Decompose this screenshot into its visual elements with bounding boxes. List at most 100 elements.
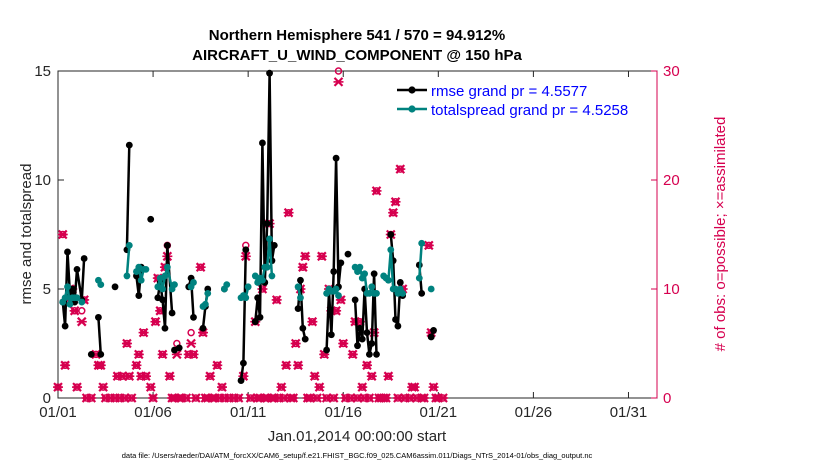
rmse-point <box>159 296 166 304</box>
obs-possible-marker <box>434 394 443 402</box>
obs-possible-marker <box>213 361 222 370</box>
rmse-point <box>323 346 330 354</box>
obs-assimilated-marker <box>76 316 87 327</box>
legend-rmse-marker <box>408 86 416 94</box>
y-tick-label-right: 10 <box>663 281 680 298</box>
rmse-point <box>64 248 71 256</box>
obs-possible-marker <box>377 394 386 402</box>
obs-possible-marker <box>363 361 371 370</box>
obs-possible-marker <box>360 394 369 402</box>
rmse-point <box>337 259 345 267</box>
totalspread-point <box>259 276 266 284</box>
obs-possible-marker <box>158 350 167 359</box>
totalspread-point <box>385 276 392 284</box>
totalspread-point <box>125 242 133 249</box>
totalspread-point <box>268 272 276 280</box>
obs-possible-marker <box>113 372 122 380</box>
rmse-point <box>251 318 259 326</box>
rmse-point <box>190 313 197 321</box>
obs-possible-marker <box>346 394 355 402</box>
totalspread-point <box>266 235 273 243</box>
totalspread-point <box>163 263 171 271</box>
rmse-point <box>356 324 364 332</box>
rmse-point <box>294 305 302 313</box>
obs-possible-marker <box>151 317 160 326</box>
rmse-point <box>80 255 88 262</box>
y-axis-label-right: # of obs: o=possible; ×=assimilated <box>712 117 729 352</box>
obs-possible-marker <box>406 394 414 402</box>
rmse-point <box>392 316 399 323</box>
rmse-point <box>387 231 395 238</box>
totalspread-point <box>171 281 178 289</box>
totalspread-point <box>64 283 71 291</box>
obs-possible-marker <box>339 339 347 348</box>
rmse-point <box>266 69 273 77</box>
obs-possible-marker <box>253 394 262 402</box>
obs-possible-marker <box>73 383 81 391</box>
legend-rmse-label: rmse grand pr = 4.5577 <box>431 83 587 100</box>
rmse-line <box>325 156 343 351</box>
obs-possible-marker <box>394 394 402 402</box>
rmse-point <box>365 351 373 358</box>
rmse-point <box>396 279 404 286</box>
obs-possible-marker <box>116 394 124 402</box>
rmse-point <box>240 359 247 367</box>
rmse-line <box>97 317 103 355</box>
obs-possible-marker <box>204 394 212 402</box>
obs-possible-marker <box>99 383 107 391</box>
rmse-point <box>256 313 264 321</box>
obs-possible-marker <box>384 372 393 380</box>
rmse-point <box>147 215 155 223</box>
obs-possible-marker <box>306 394 314 402</box>
rmse-point <box>259 139 266 147</box>
obs-possible-marker <box>425 241 433 250</box>
obs-possible-marker <box>389 208 397 217</box>
obs-possible-marker <box>408 383 416 391</box>
totalspread-point <box>242 294 250 302</box>
y-tick-label-left: 15 <box>34 63 51 80</box>
obs-possible-marker <box>365 394 374 402</box>
rmse-point <box>373 351 380 358</box>
totalspread-point <box>361 270 369 278</box>
rmse-point <box>363 329 371 336</box>
totalspread-line <box>418 243 423 279</box>
obs-possible-marker <box>125 372 134 380</box>
obs-possible-marker <box>196 263 205 271</box>
legend-spread-label: totalspread grand pr = 4.5258 <box>431 102 628 119</box>
obs-possible-marker <box>106 394 115 402</box>
obs-possible-marker <box>192 394 200 402</box>
legend: rmse grand pr = 4.5577 totalspread grand… <box>392 78 650 120</box>
obs-possible-marker <box>82 394 91 402</box>
y-tick-label-right: 30 <box>663 63 680 80</box>
obs-possible-marker <box>272 296 281 304</box>
totalspread-point <box>418 239 426 247</box>
obs-possible-marker <box>270 394 279 402</box>
obs-possible-marker <box>70 307 79 315</box>
rmse-point <box>199 324 207 332</box>
obs-possible-marker <box>353 394 362 402</box>
obs-possible-marker <box>59 230 67 239</box>
rmse-point <box>394 322 402 330</box>
rmse-point <box>254 294 262 302</box>
obs-possible-marker <box>429 383 438 391</box>
obs-possible-marker <box>291 339 300 348</box>
obs-possible-marker <box>97 361 105 370</box>
obs-possible-marker <box>211 394 219 402</box>
obs-possible-marker <box>372 187 381 195</box>
obs-possible-marker <box>118 372 126 380</box>
y-tick-label-right: 20 <box>663 172 680 189</box>
x-axis-label: Jan.01,2014 00:00:00 start <box>268 428 447 445</box>
x-tick-label: 01/26 <box>515 404 553 421</box>
obs-possible-marker <box>234 394 243 402</box>
obs-possible-marker <box>263 394 271 402</box>
obs-possible-marker <box>132 361 141 370</box>
x-tick-label: 01/11 <box>230 404 266 421</box>
axes-layer: 01/01 01/06 01/11 01/16 01/21 01/26 01/31 0 5 10 1… <box>34 63 679 421</box>
legend-spread-marker <box>408 105 416 113</box>
totalspread-point <box>387 246 395 254</box>
totalspread-line <box>125 245 131 276</box>
obs-possible-marker <box>177 394 186 402</box>
rmse-point <box>125 141 133 149</box>
totalspread-point <box>373 289 380 297</box>
obs-possible-marker <box>401 394 409 402</box>
